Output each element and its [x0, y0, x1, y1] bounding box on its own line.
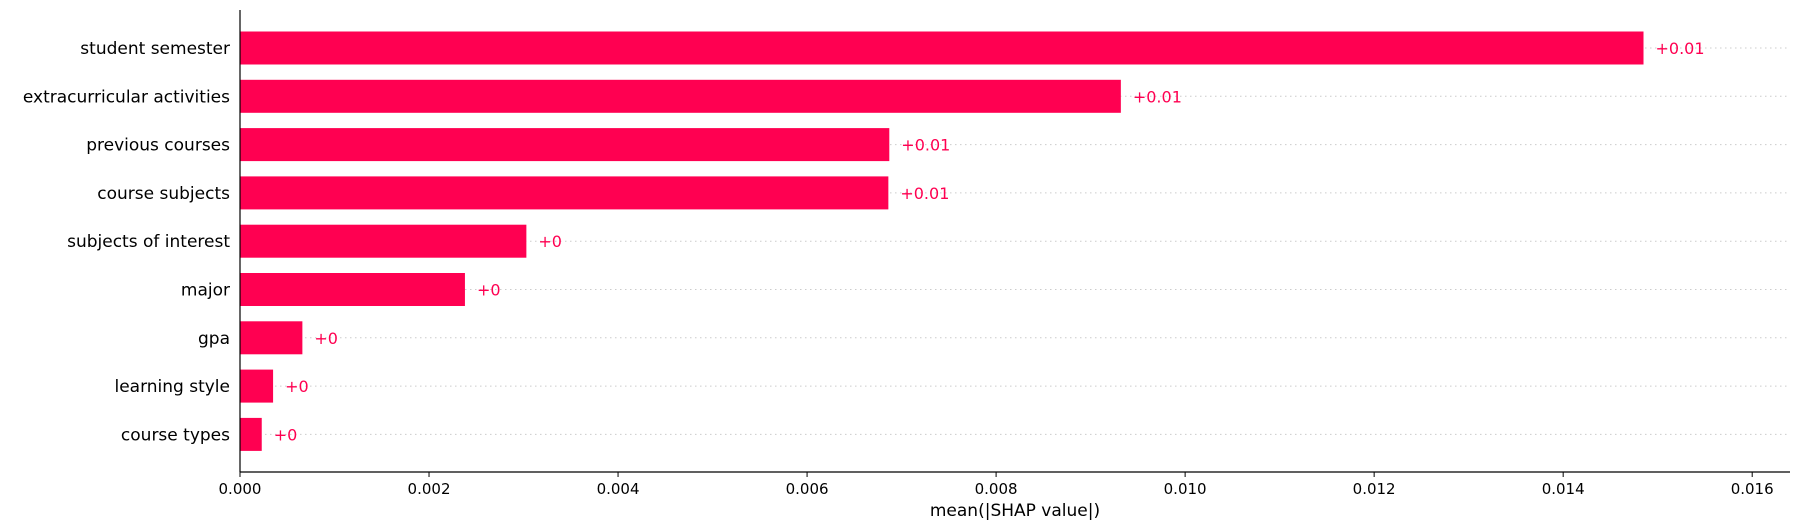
x-tick-label: 0.004 [597, 480, 640, 498]
x-tick-label: 0.002 [408, 480, 451, 498]
x-tick-label: 0.014 [1542, 480, 1585, 498]
bar [240, 224, 527, 258]
value-label: +0 [285, 377, 309, 396]
bar [240, 417, 262, 451]
axes [239, 10, 1790, 473]
category-label: course subjects [97, 184, 230, 204]
category-label: major [181, 281, 230, 301]
category-label: previous courses [86, 136, 230, 156]
value-label: +0 [477, 281, 501, 300]
x-axis-ticks: 0.000 0.002 0.004 0.006 0.008 0.010 0.012 0.014… [219, 472, 1774, 498]
category-label: learning style [114, 377, 230, 397]
category-label: subjects of interest [67, 232, 230, 252]
value-label: +0.01 [900, 184, 949, 203]
value-label: +0.01 [1656, 39, 1705, 58]
category-label: course types [121, 425, 230, 445]
x-tick-label: 0.016 [1731, 480, 1774, 498]
value-label: +0 [314, 329, 338, 348]
x-tick-label: 0.000 [219, 480, 262, 498]
x-tick-label: 0.012 [1353, 480, 1396, 498]
x-tick-label: 0.008 [975, 480, 1018, 498]
bar [240, 176, 889, 210]
bar [240, 128, 890, 162]
value-label: +0.01 [901, 136, 950, 155]
category-label: gpa [198, 329, 230, 349]
bar [240, 31, 1644, 65]
value-label: +0 [274, 425, 298, 444]
category-label: student semester [80, 39, 230, 59]
x-tick-label: 0.006 [786, 480, 829, 498]
category-labels: student semester extracurricular activiti… [23, 39, 230, 445]
value-labels: +0.01 +0.01 +0.01 +0.01 +0 +0 +0 +0 +0 [274, 39, 1705, 444]
value-label: +0.01 [1133, 87, 1182, 106]
category-label: extracurricular activities [23, 87, 230, 107]
bar [240, 321, 303, 355]
bar [240, 369, 274, 403]
value-label: +0 [538, 232, 562, 251]
bar [240, 79, 1121, 113]
bars [240, 31, 1644, 451]
bar [240, 273, 465, 306]
x-axis-title: mean(|SHAP value|) [930, 501, 1100, 521]
x-tick-label: 0.010 [1164, 480, 1207, 498]
